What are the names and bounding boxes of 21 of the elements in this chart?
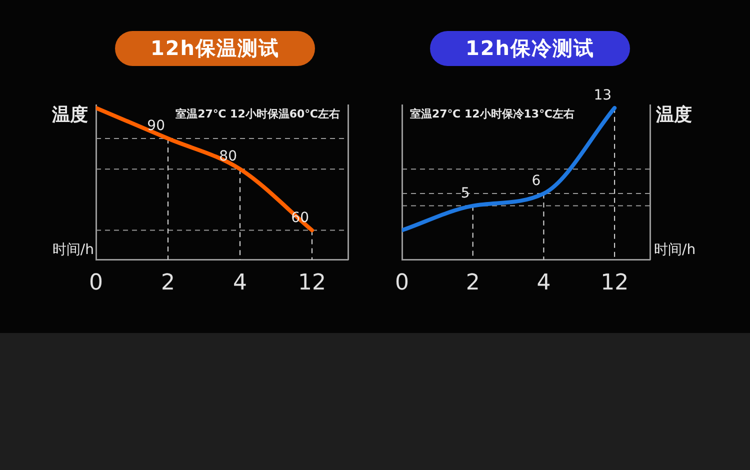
annotation: 室温27℃ 12小时保温60℃左右 bbox=[176, 107, 340, 120]
x-tick-label: 4 bbox=[536, 270, 551, 296]
data-label: 13 bbox=[594, 88, 612, 104]
x-axis-title: 时间/h bbox=[52, 242, 94, 258]
x-axis-title: 时间/h bbox=[654, 242, 696, 258]
chart-title: 12h保冷测试 bbox=[430, 31, 630, 66]
y2-axis-title: 温度 bbox=[655, 104, 692, 126]
data-label: 5 bbox=[460, 185, 470, 202]
annotation: 室温27℃ 12小时保冷13℃左右 bbox=[410, 107, 574, 120]
x-tick-label: 0 bbox=[89, 270, 103, 296]
y-axis-title: 温度 bbox=[51, 104, 88, 126]
data-label: 90 bbox=[147, 118, 165, 134]
x-tick-label: 0 bbox=[395, 270, 409, 296]
data-label: 80 bbox=[219, 148, 237, 165]
data-label: 6 bbox=[532, 173, 541, 190]
chart-title: 12h保温测试 bbox=[115, 31, 315, 66]
x-tick-label: 2 bbox=[161, 270, 175, 296]
x-tick-label: 12 bbox=[298, 270, 326, 296]
x-tick-label: 2 bbox=[466, 270, 480, 296]
x-tick-label: 12 bbox=[600, 270, 629, 296]
x-tick-label: 4 bbox=[233, 270, 247, 296]
